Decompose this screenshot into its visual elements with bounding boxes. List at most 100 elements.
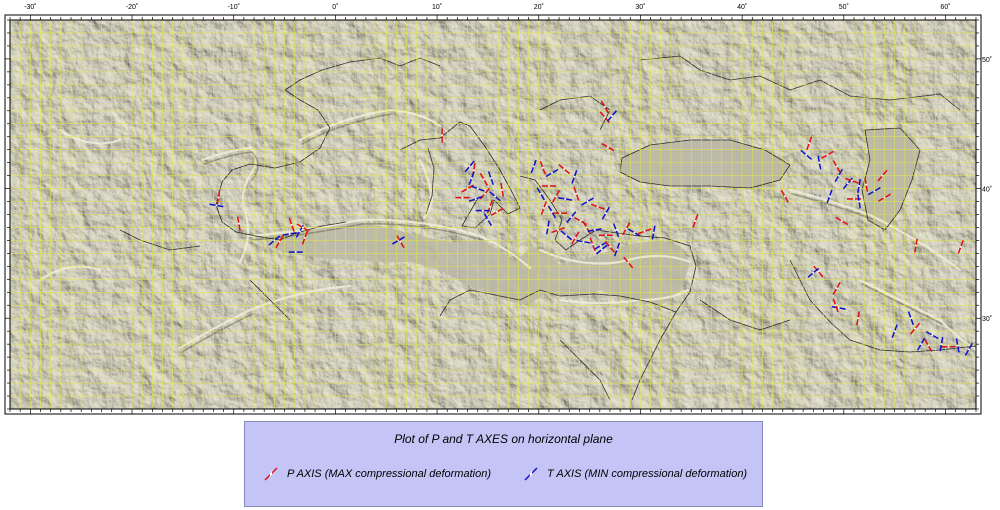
p-axis-symbol <box>780 189 789 203</box>
p-axis-symbol <box>590 203 605 210</box>
p-axis-symbol <box>396 235 405 249</box>
lon-tick-label: 50˚ <box>839 3 849 11</box>
p-axis-symbol <box>589 237 596 252</box>
lon-tick-label: -10˚ <box>227 3 239 11</box>
t-axis-symbol <box>651 225 656 240</box>
t-axis-symbol <box>807 267 820 278</box>
t-axis-symbol <box>209 203 224 208</box>
caspian-sea <box>862 128 920 230</box>
p-axis-symbol <box>845 177 859 184</box>
t-axis-symbol <box>826 189 833 204</box>
p-axis-symbol <box>914 238 918 253</box>
t-axis-symbol <box>817 155 822 170</box>
t-axis-symbol <box>547 205 557 219</box>
p-axis-symbol <box>957 240 964 254</box>
t-axis-symbol <box>955 338 960 353</box>
t-axis-symbol <box>288 251 303 254</box>
lat-tick-label: 30˚ <box>982 315 992 323</box>
lon-tick-label: -30˚ <box>24 3 36 11</box>
p-axis-symbol <box>539 160 546 175</box>
p-axis-symbol <box>455 196 470 199</box>
t-axis-symbol <box>595 244 608 255</box>
p-t-axes-layer <box>209 100 974 356</box>
p-axis-symbol <box>864 177 869 192</box>
t-axis-symbol <box>268 235 281 246</box>
p-axis-symbol <box>216 190 221 205</box>
p-axis-symbol <box>821 150 834 160</box>
p-axis-symbol <box>296 223 310 232</box>
p-axis-symbol <box>877 169 888 182</box>
p-axis-symbol <box>813 265 824 278</box>
t-axis-symbol <box>964 342 974 356</box>
lon-tick-label: 20˚ <box>534 3 544 11</box>
p-axis-symbol <box>441 128 444 143</box>
legend-panel: Plot of P and T AXES on horizontal plane… <box>244 421 763 507</box>
t-axis-symbol <box>560 230 573 241</box>
p-axis-symbol <box>500 182 505 197</box>
p-axis-symbol <box>541 184 556 187</box>
t-axis-symbol <box>464 160 475 173</box>
p-axis-symbol <box>832 281 841 295</box>
p-axis-symbol <box>835 216 849 226</box>
t-axis-symbol <box>468 171 475 186</box>
t-axis-symbol <box>545 168 559 178</box>
lon-tick-label: 0˚ <box>332 3 338 11</box>
p-axis-symbol <box>941 345 956 348</box>
p-axis-symbol <box>878 193 891 202</box>
p-axis-symbol <box>604 241 616 253</box>
tick-marks <box>5 15 981 414</box>
t-axis-symbol-icon <box>524 467 538 481</box>
t-axis-symbol <box>530 159 537 174</box>
legend-p-axis: P AXIS (MAX compressional deformation) <box>261 464 491 484</box>
t-axis-symbol <box>891 324 898 339</box>
black-sea <box>620 140 790 188</box>
t-axis-symbol <box>907 311 915 326</box>
p-axis-symbol <box>832 298 839 313</box>
p-axis-symbol <box>924 339 933 352</box>
p-axis-symbol <box>551 189 561 203</box>
p-axis-symbol <box>600 100 610 114</box>
p-axis-symbol <box>598 234 613 237</box>
p-axis-symbol <box>806 136 813 151</box>
lon-tick-label: 30˚ <box>635 3 645 11</box>
p-axis-symbol <box>832 160 841 173</box>
t-axis-symbol <box>594 241 608 250</box>
p-axis-symbol <box>558 164 571 175</box>
p-axis-symbol <box>301 231 308 245</box>
t-axis-symbol <box>576 239 591 244</box>
t-axis-symbol <box>831 305 846 310</box>
t-axis-symbol <box>587 228 602 233</box>
t-axis-symbol <box>545 220 550 235</box>
t-axis-symbol <box>571 170 578 184</box>
t-axis-symbol <box>558 196 573 201</box>
t-axis-symbol <box>282 231 297 236</box>
t-axis-symbol <box>566 211 577 223</box>
graticule <box>10 20 976 409</box>
lon-tick-label: 60˚ <box>940 3 950 11</box>
t-axis-symbol <box>916 337 926 351</box>
p-axis-symbol <box>637 228 652 235</box>
p-axis-symbol <box>551 226 565 234</box>
lat-tick-label: 50˚ <box>982 56 992 64</box>
legend-t-axis: T AXIS (MIN compressional deformation) <box>521 464 747 484</box>
map-area <box>10 20 976 409</box>
p-axis-symbol <box>553 212 568 215</box>
t-axis-symbol <box>925 330 939 340</box>
t-axis-symbol <box>939 337 944 352</box>
t-axis-symbol <box>536 187 545 201</box>
legend-p-axis-label: P AXIS (MAX compressional deformation) <box>287 468 491 480</box>
lat-tick-label: 40˚ <box>982 186 992 194</box>
t-axis-symbol <box>475 209 490 212</box>
t-axis-symbol <box>470 185 485 192</box>
t-axis-symbol <box>606 110 618 122</box>
t-axis-symbol <box>581 197 595 206</box>
t-axis-symbol <box>468 195 483 203</box>
legend-title: Plot of P and T AXES on horizontal plane <box>394 432 613 446</box>
p-axis-symbol-icon <box>264 467 278 481</box>
legend-t-axis-label: T AXIS (MIN compressional deformation) <box>547 468 748 480</box>
t-axis-symbol <box>867 187 881 196</box>
p-axis-symbol <box>275 235 284 249</box>
p-axis-symbol <box>540 201 547 215</box>
t-axis-symbol <box>612 223 620 237</box>
t-axis-symbol <box>489 191 501 202</box>
